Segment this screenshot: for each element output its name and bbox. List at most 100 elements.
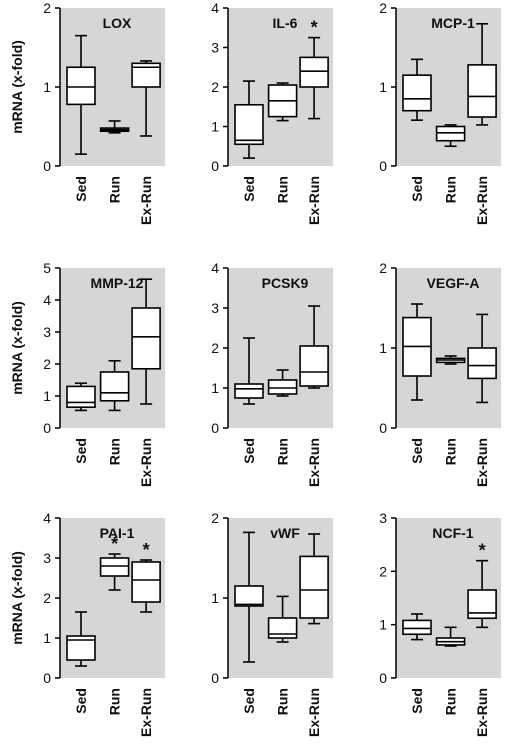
y-axis-label: mRNA (x-fold) xyxy=(9,40,25,134)
box-sed xyxy=(234,531,264,663)
category-label: Sed xyxy=(409,176,425,202)
category-label: Ex-Run xyxy=(306,438,322,487)
y-tick-label: 1 xyxy=(211,119,219,135)
box-iqr xyxy=(234,383,264,399)
y-tick-label: 0 xyxy=(211,420,219,436)
y-tick-label: 2 xyxy=(379,0,387,16)
box-ex-run: * xyxy=(131,540,161,613)
box-iqr xyxy=(402,74,432,112)
y-tick-label: 1 xyxy=(211,380,219,396)
y-tick-label: 2 xyxy=(43,0,51,16)
box-run: * xyxy=(99,534,130,591)
y-tick-label: 3 xyxy=(211,300,219,316)
category-label: Ex-Run xyxy=(306,688,322,737)
category-label: Sed xyxy=(73,688,89,714)
y-tick-label: 2 xyxy=(211,79,219,95)
panel-mcp-1: 0 1 2 MCP-1 Sed Run Ex-Run xyxy=(379,0,501,225)
box-run xyxy=(99,359,130,412)
box-sed xyxy=(234,80,264,159)
box-iqr xyxy=(299,345,329,387)
panel-ncf-1: 0 1 2 3 NCF-1 Sed Run * Ex-Run xyxy=(379,510,501,737)
y-tick-label: 1 xyxy=(379,617,387,633)
box-iqr xyxy=(402,619,432,636)
category-label: Sed xyxy=(73,438,89,464)
box-ex-run xyxy=(299,305,329,389)
y-axis-label: mRNA (x-fold) xyxy=(9,551,25,645)
box-ex-run xyxy=(131,60,161,137)
box-sed xyxy=(66,611,96,667)
y-axis-label: mRNA (x-fold) xyxy=(9,301,25,395)
category-label: Sed xyxy=(409,688,425,714)
panel-title: MMP-12 xyxy=(91,275,144,291)
box-ex-run: * xyxy=(467,541,497,629)
y-tick-label: 0 xyxy=(379,158,387,174)
y-tick-label: 2 xyxy=(43,590,51,606)
y-tick-label: 0 xyxy=(379,670,387,686)
box-ex-run xyxy=(131,278,161,405)
panel-title: PAI-1 xyxy=(100,525,135,541)
panel-il-6: 0 1 2 3 4 IL-6 Sed Run * Ex-Run xyxy=(211,0,333,225)
box-iqr xyxy=(131,307,161,370)
significance-marker: * xyxy=(143,540,150,560)
y-tick-label: 3 xyxy=(211,40,219,56)
category-label: Run xyxy=(275,438,291,465)
y-tick-label: 2 xyxy=(211,510,219,526)
y-tick-label: 1 xyxy=(43,388,51,404)
y-tick-label: 1 xyxy=(43,79,51,95)
box-run xyxy=(435,355,466,365)
category-label: Run xyxy=(443,438,459,465)
box-sed xyxy=(66,34,96,155)
box-iqr xyxy=(131,561,161,603)
box-iqr xyxy=(66,66,96,106)
panel-title: IL-6 xyxy=(273,15,298,31)
y-tick-label: 1 xyxy=(211,590,219,606)
category-label: Ex-Run xyxy=(306,176,322,225)
panel-pai-1: 0 1 2 3 4 PAI-1 mRNA (x-fold) Sed * Run * Ex-Run xyxy=(9,510,165,737)
y-tick-label: 0 xyxy=(43,158,51,174)
y-tick-label: 2 xyxy=(43,356,51,372)
box-sed xyxy=(402,613,432,641)
panel-title: MCP-1 xyxy=(431,15,475,31)
box-sed xyxy=(402,58,432,121)
box-run xyxy=(267,369,298,397)
y-tick-label: 1 xyxy=(379,79,387,95)
significance-marker: * xyxy=(479,541,486,561)
significance-marker: * xyxy=(111,534,118,554)
y-tick-label: 3 xyxy=(379,510,387,526)
box-iqr xyxy=(66,385,96,408)
box-ex-run: * xyxy=(299,18,329,120)
y-tick-label: 2 xyxy=(379,260,387,276)
panel-vegf-a: 0 1 2 VEGF-A Sed Run Ex-Run xyxy=(379,260,501,487)
box-run xyxy=(435,124,466,148)
box-iqr xyxy=(467,347,497,380)
box-iqr xyxy=(267,617,298,639)
category-label: Sed xyxy=(409,438,425,464)
category-label: Run xyxy=(107,438,123,465)
category-label: Ex-Run xyxy=(474,176,490,225)
box-ex-run xyxy=(467,313,497,404)
y-tick-label: 3 xyxy=(43,324,51,340)
panel-title: PCSK9 xyxy=(262,275,309,291)
box-sed xyxy=(66,382,96,412)
y-tick-label: 4 xyxy=(43,292,51,308)
category-label: Ex-Run xyxy=(474,688,490,737)
panel-pcsk9: 0 1 2 3 4 PCSK9 Sed Run Ex-Run xyxy=(211,260,333,487)
category-label: Run xyxy=(107,688,123,715)
box-run xyxy=(435,626,466,647)
category-label: Sed xyxy=(73,176,89,202)
category-label: Sed xyxy=(241,688,257,714)
box-iqr xyxy=(299,56,329,88)
panel-title: LOX xyxy=(103,15,132,31)
category-label: Ex-Run xyxy=(138,438,154,487)
panel-vwf: 0 1 2 vWF Sed Run Ex-Run xyxy=(211,510,333,737)
panel-mmp-12: 0 1 2 3 4 5 MMP-12 mRNA (x-fold) Sed Run Ex-Run xyxy=(9,260,165,487)
y-tick-label: 0 xyxy=(211,670,219,686)
panel-title: NCF-1 xyxy=(432,525,473,541)
y-tick-label: 4 xyxy=(211,0,219,16)
y-tick-label: 0 xyxy=(211,158,219,174)
box-sed xyxy=(234,337,264,405)
category-label: Sed xyxy=(241,438,257,464)
panel-lox: 0 1 2 LOX mRNA (x-fold) Sed Run Ex-Run xyxy=(9,0,165,225)
box-ex-run xyxy=(299,533,329,625)
